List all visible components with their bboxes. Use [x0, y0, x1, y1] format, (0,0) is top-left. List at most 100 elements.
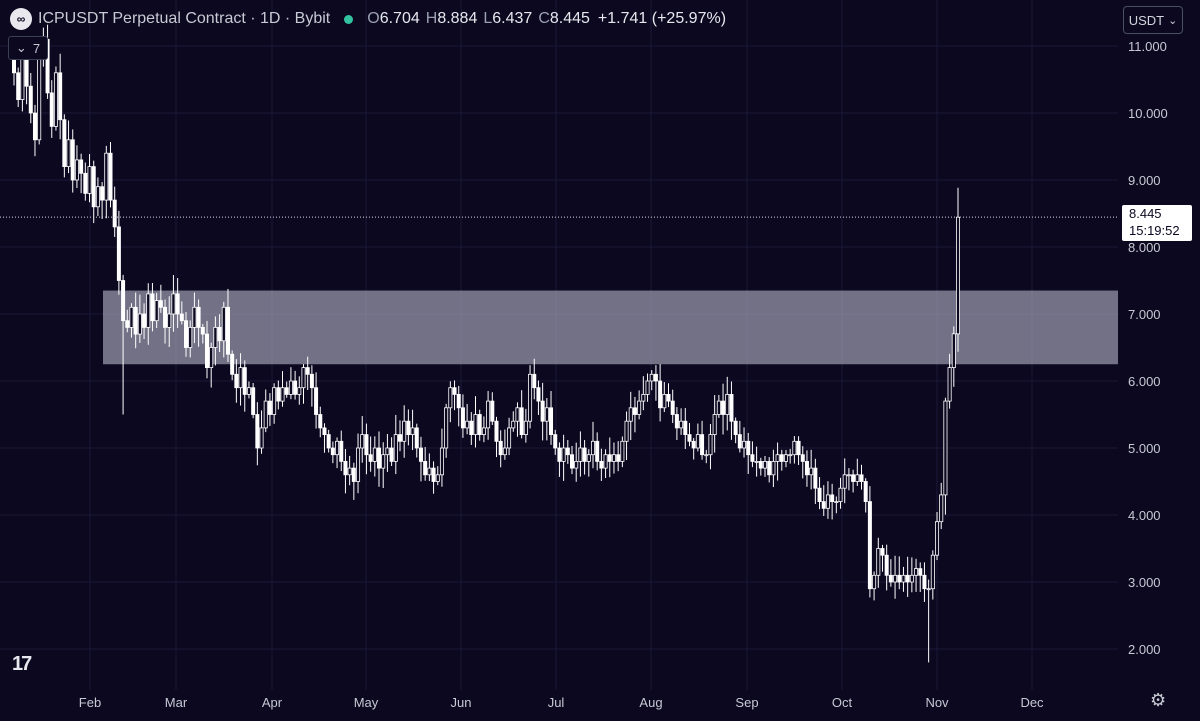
- candle: [486, 391, 491, 440]
- candle: [456, 385, 461, 427]
- candle: [813, 458, 818, 504]
- candle-body: [154, 300, 159, 322]
- candle: [687, 423, 692, 447]
- chevron-down-icon: ⌄: [15, 40, 27, 55]
- y-tick-label: 2.000: [1128, 642, 1161, 657]
- candle-body: [582, 447, 587, 462]
- candle-body: [507, 427, 512, 449]
- candle: [582, 440, 587, 475]
- candle: [637, 390, 642, 420]
- candle: [427, 453, 432, 481]
- candle: [549, 391, 554, 445]
- candle: [708, 424, 713, 470]
- candle: [418, 436, 423, 482]
- tradingview-logo-icon[interactable]: 17: [12, 653, 32, 675]
- candle-body: [603, 454, 608, 469]
- candle-body: [691, 440, 696, 449]
- candle-body: [406, 420, 411, 436]
- candle-body: [246, 387, 251, 395]
- candle: [658, 364, 663, 422]
- candle-body: [335, 440, 340, 456]
- candle: [515, 402, 520, 437]
- candle: [838, 477, 843, 509]
- candle: [758, 457, 763, 476]
- candle: [284, 381, 289, 398]
- gear-icon[interactable]: ⚙: [1150, 690, 1167, 710]
- candle: [330, 441, 335, 464]
- candle-body: [565, 447, 570, 456]
- candle-body: [184, 320, 189, 348]
- candle: [746, 432, 751, 474]
- candle-body: [897, 574, 902, 583]
- candle-body: [272, 387, 277, 415]
- candle: [267, 393, 272, 427]
- candle: [410, 409, 415, 451]
- candle: [444, 403, 449, 458]
- candle-body: [469, 420, 474, 436]
- candle: [104, 145, 109, 219]
- candle: [930, 550, 935, 600]
- candle-body: [347, 467, 352, 476]
- candle-body: [662, 393, 667, 409]
- candle: [326, 429, 331, 453]
- candle: [490, 392, 495, 426]
- candle-body: [494, 420, 499, 442]
- candle: [674, 407, 679, 440]
- candle: [217, 314, 222, 353]
- x-tick-label: Aug: [639, 695, 662, 710]
- candle-body: [87, 166, 92, 194]
- candle-body: [813, 467, 818, 489]
- candle-body: [301, 367, 306, 389]
- candle-body: [100, 186, 105, 201]
- candle: [238, 353, 243, 406]
- candle: [318, 406, 323, 438]
- candle: [834, 496, 839, 514]
- candle: [737, 420, 742, 453]
- candle: [775, 442, 780, 481]
- candle-body: [549, 407, 554, 435]
- candle-body: [481, 427, 486, 435]
- candle-body: [427, 467, 432, 476]
- candle: [230, 350, 235, 381]
- x-tick-label: Nov: [925, 695, 949, 710]
- candle: [108, 141, 113, 208]
- candle: [435, 466, 440, 486]
- candle-body: [263, 400, 268, 429]
- candle: [914, 558, 919, 592]
- candle: [570, 445, 575, 475]
- candle-body: [846, 474, 851, 477]
- candle-body: [511, 420, 516, 429]
- candle-body: [129, 306, 134, 328]
- currency-selector[interactable]: USDT ⌄: [1123, 6, 1183, 34]
- indicator-toggle[interactable]: ⌄ 7: [8, 36, 48, 60]
- candle: [695, 423, 700, 452]
- candle-body: [528, 373, 533, 422]
- candle-body: [83, 172, 88, 194]
- candle: [830, 483, 835, 520]
- candle-body: [91, 166, 96, 208]
- candle-body: [712, 414, 717, 436]
- candle-body: [679, 420, 684, 429]
- candle: [372, 436, 377, 477]
- candle: [956, 187, 961, 352]
- candle: [116, 210, 121, 295]
- candle-body: [645, 380, 650, 395]
- candle-body: [150, 293, 155, 322]
- candle: [905, 556, 910, 597]
- candle: [897, 556, 902, 590]
- candle-body: [544, 407, 549, 422]
- candle-body: [817, 487, 822, 503]
- candle-body: [108, 152, 113, 201]
- candle-body: [456, 393, 461, 409]
- candle: [561, 434, 566, 481]
- symbol-title[interactable]: ICPUSDT Perpetual Contract · 1D · Bybit: [38, 10, 331, 27]
- candle: [670, 389, 675, 424]
- y-tick-label: 11.000: [1128, 39, 1167, 54]
- candle: [935, 511, 940, 561]
- candle-body: [255, 414, 260, 449]
- candle-body: [473, 414, 478, 436]
- candle: [800, 446, 805, 479]
- candle-body: [519, 407, 524, 435]
